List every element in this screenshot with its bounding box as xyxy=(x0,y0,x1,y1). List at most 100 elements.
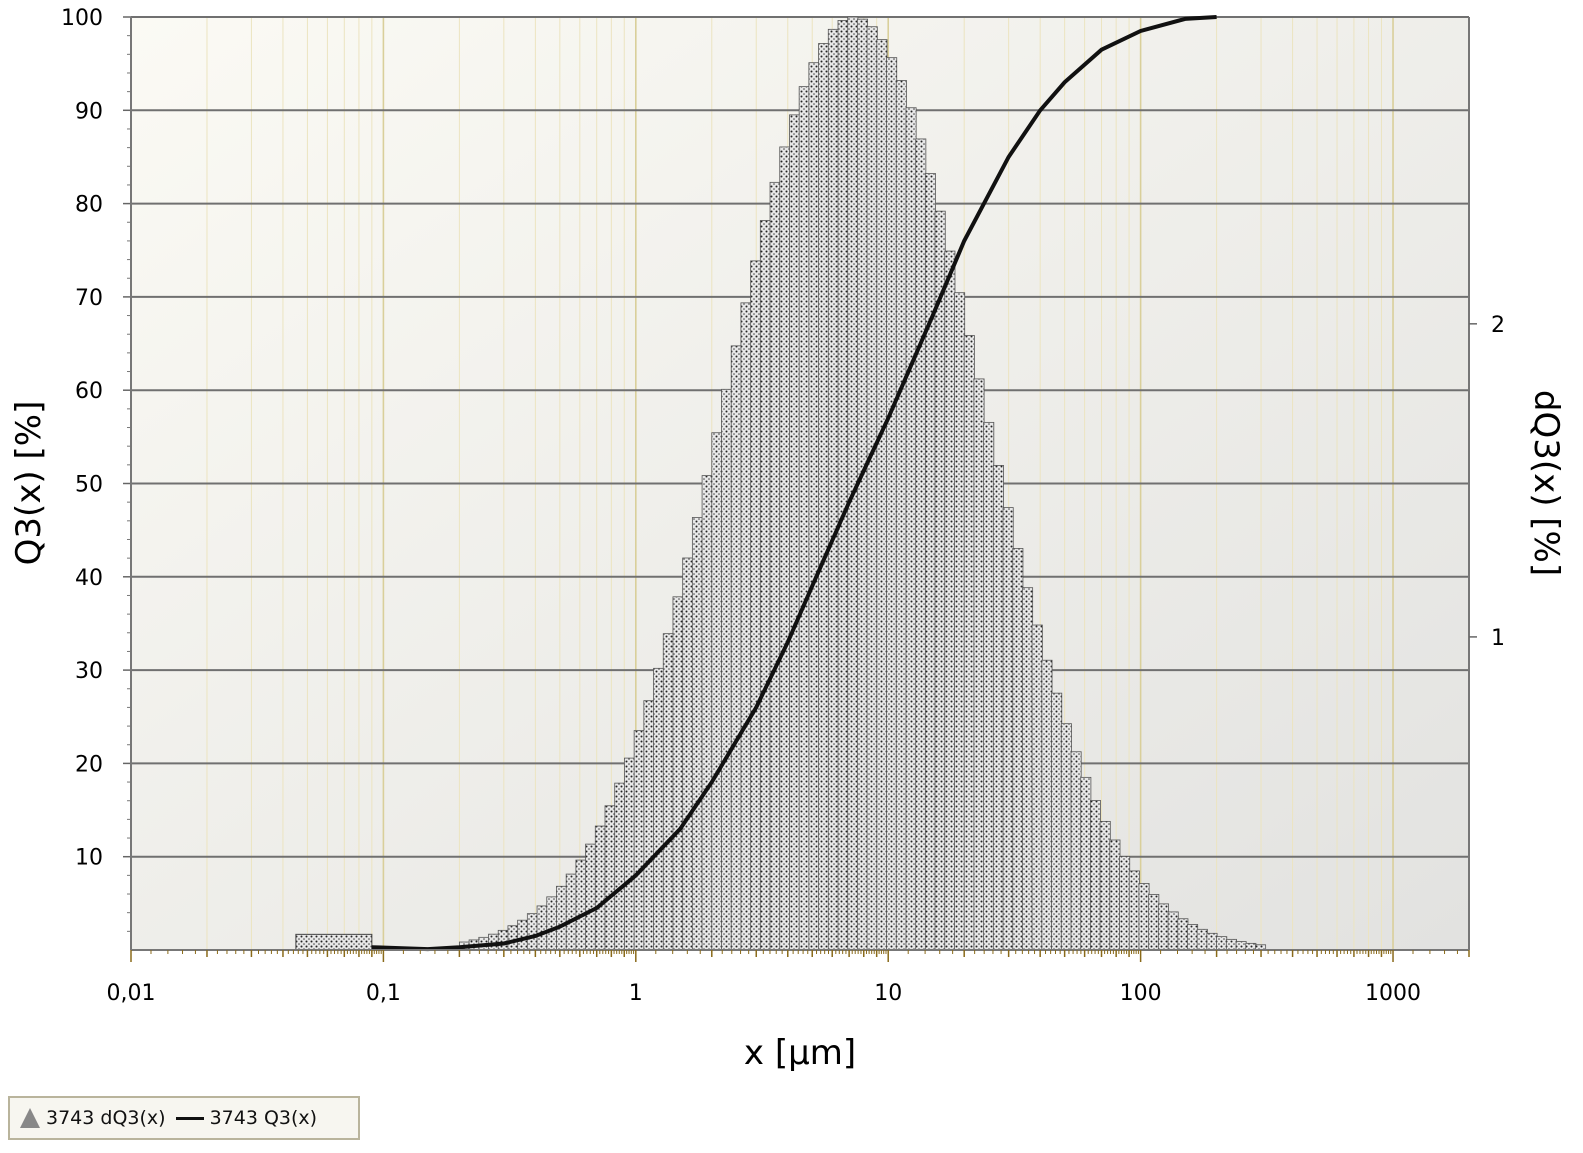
histogram-bar xyxy=(624,757,636,951)
histogram-bar xyxy=(604,805,616,951)
histogram-bar xyxy=(536,905,548,951)
x-tick-label: 100 xyxy=(1120,981,1162,1006)
histogram-bar xyxy=(711,432,723,951)
histogram-bar xyxy=(1206,932,1218,951)
histogram-bar xyxy=(730,345,742,951)
histogram-bar xyxy=(1196,928,1208,951)
histogram-bar xyxy=(691,517,703,951)
histogram-bar xyxy=(556,885,568,951)
histogram-bar xyxy=(643,700,655,951)
histogram-bar xyxy=(295,933,373,951)
histogram-bar xyxy=(614,782,626,951)
histogram-bar xyxy=(954,292,966,951)
histogram-bar xyxy=(526,913,538,951)
histogram-bar xyxy=(1177,918,1189,951)
triangle-icon xyxy=(20,1108,40,1128)
histogram-bar xyxy=(1041,659,1053,951)
histogram-bar xyxy=(1167,911,1179,951)
histogram-bar xyxy=(895,80,907,951)
line-icon xyxy=(175,1116,204,1120)
histogram-bar xyxy=(866,26,878,951)
histogram-bar xyxy=(798,86,810,951)
histogram-bar xyxy=(1138,883,1150,951)
y-right-tick-label: 2 xyxy=(1491,313,1505,338)
histogram-bar xyxy=(886,57,898,951)
x-tick-label: 0,01 xyxy=(107,981,156,1006)
legend-label-dq3: 3743 dQ3(x) xyxy=(46,1107,166,1129)
histogram-bar xyxy=(963,335,975,951)
histogram-bar xyxy=(1109,839,1121,951)
series-line-q3 xyxy=(371,15,1217,952)
histogram-bar xyxy=(750,260,762,951)
histogram-bar xyxy=(1157,903,1169,951)
histogram-bar xyxy=(672,596,684,951)
y-tick-label: 50 xyxy=(75,473,103,498)
histogram-bar xyxy=(827,28,839,951)
histogram-bar xyxy=(973,378,985,951)
y-tick-label: 60 xyxy=(75,379,103,404)
legend-item-q3: 3743 Q3(x) xyxy=(175,1107,318,1129)
histogram-bar xyxy=(1148,894,1160,951)
x-tick-label: 1000 xyxy=(1365,981,1421,1006)
y-axis-title-left: Q3(x) [%] xyxy=(9,401,49,566)
histogram-bar xyxy=(517,919,529,951)
histogram-bar xyxy=(1128,870,1140,951)
histogram-bar xyxy=(1216,936,1228,951)
histogram-bar xyxy=(1022,587,1034,951)
histogram-bar xyxy=(1119,856,1131,951)
y-tick-label: 90 xyxy=(75,99,103,124)
histogram-bar xyxy=(1099,820,1111,951)
x-tick-label: 1 xyxy=(629,981,643,1006)
y-tick-labels-left: 10 20 30 40 50 60 70 80 90 100 xyxy=(61,6,103,871)
histogram-bar xyxy=(1080,776,1092,951)
histogram-bar xyxy=(1225,938,1237,951)
x-axis-title: x [µm] xyxy=(744,1033,856,1073)
legend-label-q3: 3743 Q3(x) xyxy=(209,1107,318,1129)
histogram-bar xyxy=(1089,800,1102,951)
histogram-bar xyxy=(507,925,519,951)
x-tick-labels: 0,01 0,1 1 10 100 1000 xyxy=(107,981,1422,1006)
y-right-tick-label: 1 xyxy=(1491,626,1505,651)
y-tick-label: 80 xyxy=(75,193,103,218)
histogram-bar xyxy=(808,62,820,951)
histogram-bar xyxy=(759,220,771,951)
histogram-bar xyxy=(779,146,791,951)
histogram-bar xyxy=(565,873,577,951)
histogram-bar xyxy=(682,557,694,951)
histogram-bar xyxy=(1031,624,1043,951)
histogram-bar xyxy=(769,181,781,951)
histogram-bar xyxy=(1002,507,1014,951)
histogram-bar xyxy=(662,633,674,951)
histogram-bar xyxy=(740,302,752,951)
x-minor-ticks xyxy=(130,950,1470,962)
histogram-bar xyxy=(934,210,946,951)
histogram-bar xyxy=(585,843,597,951)
histogram-bar xyxy=(983,421,995,951)
histogram-bar xyxy=(546,896,558,951)
y-tick-label: 10 xyxy=(75,846,103,871)
histogram-bar xyxy=(789,114,801,951)
y-tick-label: 30 xyxy=(75,659,103,684)
legend-item-dq3: 3743 dQ3(x) xyxy=(20,1107,166,1129)
y-tick-label: 20 xyxy=(75,752,103,777)
histogram-bar xyxy=(1051,692,1063,951)
histogram-bar xyxy=(818,43,830,951)
histogram-bar xyxy=(701,475,713,951)
histogram-bar xyxy=(915,138,927,951)
histogram-bar xyxy=(944,250,956,951)
y-tick-label: 100 xyxy=(61,6,103,31)
histogram-bar xyxy=(837,20,849,951)
histogram-bar xyxy=(721,388,733,951)
histogram-bar xyxy=(497,929,509,951)
histogram-bar xyxy=(1070,751,1082,951)
y-tick-label: 70 xyxy=(75,286,103,311)
histogram-bar xyxy=(924,173,936,951)
y-tick-labels-right: 12 xyxy=(1469,313,1505,651)
x-tick-label: 0,1 xyxy=(366,981,401,1006)
histogram-bar xyxy=(575,859,587,951)
x-tick-label: 10 xyxy=(874,981,902,1006)
histogram-bar xyxy=(653,667,665,951)
histogram-bar xyxy=(1012,548,1024,951)
y-tick-label: 40 xyxy=(75,566,103,591)
histogram-bar xyxy=(905,107,917,951)
